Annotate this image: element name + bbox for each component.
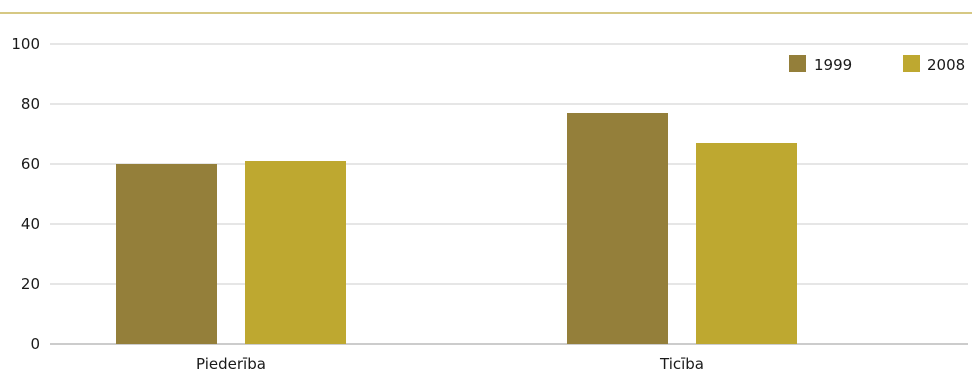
bar-1999-0 [116,164,217,344]
bar-2008-1 [696,143,797,344]
y-tick-label: 20 [21,275,40,293]
x-category-label: Piederība [196,355,266,373]
bar-1999-1 [567,113,668,344]
x-category-label: Ticība [659,355,704,373]
legend-label-2008: 2008 [927,56,965,74]
y-tick-label: 40 [21,215,40,233]
y-tick-label: 100 [11,35,40,53]
y-tick-label: 0 [30,335,40,353]
legend: 1999 2008 [789,55,965,74]
y-tick-label: 60 [21,155,40,173]
y-axis-ticks: 0 20 40 60 80 100 [11,35,40,353]
bar-2008-0 [245,161,346,344]
y-tick-label: 80 [21,95,40,113]
legend-swatch-2008 [903,55,920,72]
legend-label-1999: 1999 [814,56,852,74]
x-axis-categories: Piederība Ticība [196,355,704,373]
bars [116,113,797,344]
legend-swatch-1999 [789,55,806,72]
